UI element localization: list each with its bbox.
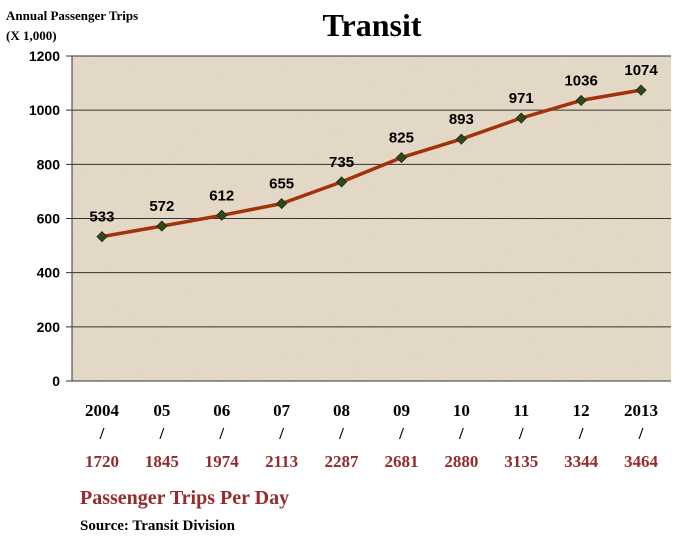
- data-label: 572: [149, 198, 174, 215]
- x-tick-separator: /: [99, 424, 105, 443]
- point-marker: [395, 151, 408, 164]
- y-tick-label: 1200: [29, 48, 60, 64]
- x-tick-separator: /: [158, 424, 164, 443]
- secondary-label: 3464: [624, 452, 659, 471]
- data-label: 893: [449, 111, 474, 128]
- secondary-label: 3135: [504, 452, 538, 471]
- x-tick-label: 2004: [85, 401, 120, 420]
- y-axis-label: (X 1,000): [6, 28, 57, 43]
- x-tick-label: 07: [273, 401, 291, 420]
- point-marker: [455, 133, 467, 145]
- data-label: 533: [89, 209, 114, 226]
- x-tick-label: 08: [333, 401, 350, 420]
- x-tick-separator: /: [638, 424, 644, 443]
- y-tick-label: 600: [37, 211, 61, 227]
- data-label: 825: [389, 130, 414, 147]
- secondary-label: 2287: [325, 452, 360, 471]
- x-tick-separator: /: [218, 424, 224, 443]
- secondary-label: 3344: [564, 452, 599, 471]
- data-label: 1074: [624, 62, 658, 79]
- point-marker: [216, 209, 228, 221]
- x-tick-label: 09: [393, 401, 410, 420]
- point-marker: [335, 176, 348, 188]
- x-tick-separator: /: [578, 424, 584, 443]
- point-marker: [515, 112, 527, 124]
- y-axis-label: Annual Passenger Trips: [6, 8, 138, 23]
- y-tick-label: 1000: [29, 102, 60, 118]
- x-tick-label: 12: [573, 401, 590, 420]
- y-tick-label: 200: [37, 319, 61, 335]
- point-marker: [96, 231, 108, 243]
- x-tick-label: 2013: [624, 401, 658, 420]
- y-tick-label: 0: [52, 373, 60, 389]
- x-tick-label: 10: [453, 401, 470, 420]
- x-tick-separator: /: [338, 424, 344, 443]
- x-tick-separator: /: [458, 424, 464, 443]
- point-marker: [276, 198, 288, 210]
- y-tick-label: 800: [37, 156, 61, 172]
- data-label: 1036: [564, 72, 597, 89]
- data-label: 735: [329, 154, 354, 171]
- data-label: 655: [269, 176, 294, 193]
- point-marker: [635, 84, 647, 96]
- point-marker: [575, 94, 587, 106]
- x-tick-separator: /: [518, 424, 524, 443]
- x-tick-separator: /: [398, 424, 404, 443]
- secondary-label: 2113: [265, 452, 298, 471]
- secondary-label: 1974: [205, 452, 240, 471]
- point-marker: [156, 220, 168, 232]
- x-tick-label: 05: [153, 401, 170, 420]
- y-tick-label: 400: [37, 265, 61, 281]
- x-tick-separator: /: [278, 424, 284, 443]
- data-label: 612: [209, 187, 234, 204]
- secondary-label: 1845: [145, 452, 179, 471]
- secondary-label: 1720: [85, 452, 119, 471]
- data-label: 971: [509, 90, 534, 107]
- x-tick-label: 11: [513, 401, 529, 420]
- secondary-label: 2681: [384, 452, 418, 471]
- chart-title: Transit: [323, 7, 422, 43]
- secondary-title: Passenger Trips Per Day: [80, 487, 289, 509]
- source: Source: Transit Division: [80, 518, 236, 534]
- secondary-label: 2880: [444, 452, 478, 471]
- series-line: [101, 88, 642, 239]
- x-tick-label: 06: [213, 401, 230, 420]
